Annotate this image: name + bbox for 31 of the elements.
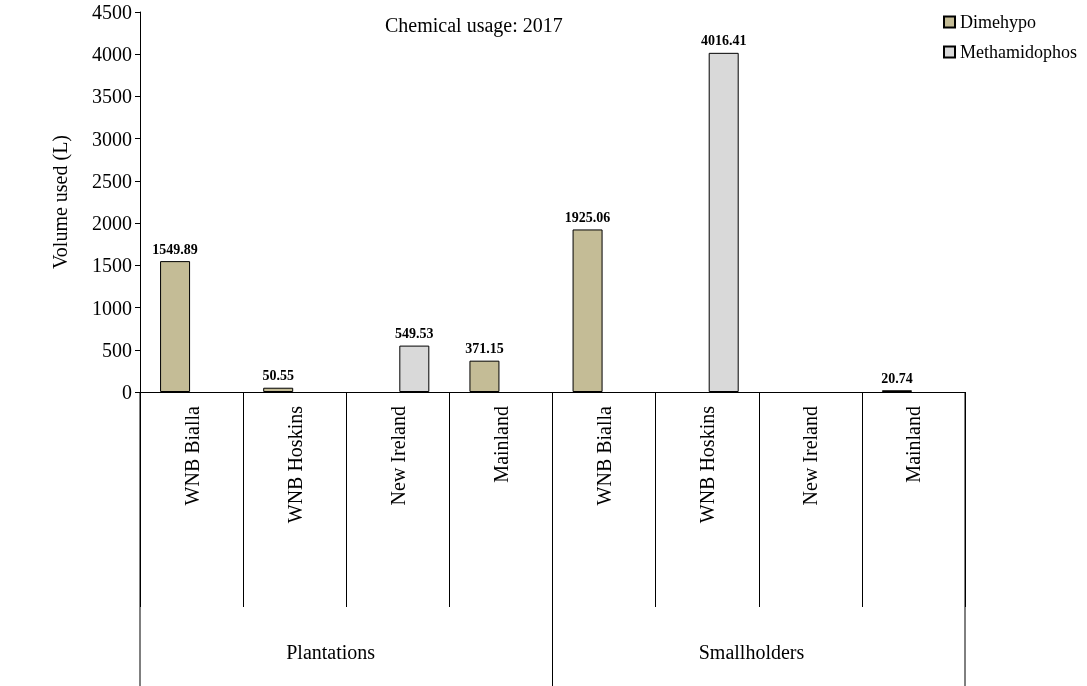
y-tick-label: 2500 (92, 169, 132, 192)
x-tick-label: WNB Hoskins (696, 405, 719, 524)
x-tick-label: New Ireland (386, 406, 409, 506)
x-tick-label: Mainland (902, 406, 925, 483)
data-label: 371.15 (465, 341, 504, 357)
x-tick-label: WNB Hoskins (283, 405, 306, 524)
y-tick-label: 500 (102, 338, 132, 361)
x-tick-label: New Ireland (799, 406, 822, 506)
legend-label: Methamidophos (960, 42, 1078, 62)
data-label: 4016.41 (700, 33, 747, 49)
y-axis-title: Volume used (L) (49, 134, 72, 270)
text: Smallholders (698, 641, 805, 663)
data-label: 1549.89 (152, 241, 198, 257)
y-tick-label: 3500 (92, 85, 132, 108)
data-label: 20.74 (881, 370, 913, 386)
data-label: 50.55 (262, 368, 294, 384)
data-label: 1925.06 (564, 209, 611, 225)
chart-title: Chemical usage: 2017 (385, 14, 563, 37)
data-label: 549.53 (395, 326, 434, 342)
y-tick-label: 2000 (92, 212, 132, 235)
y-tick-label: 4000 (92, 43, 132, 66)
y-tick-label: 3000 (92, 127, 132, 150)
y-tick-label: 1500 (92, 254, 132, 277)
y-tick-label: 1000 (92, 296, 132, 319)
x-tick-label: WNB Bialla (593, 405, 616, 506)
legend-label: Dimehypo (960, 12, 1037, 32)
y-tick-label: 0 (122, 381, 132, 403)
y-tick-label: 4500 (92, 1, 132, 23)
x-tick-label: Mainland (489, 406, 512, 483)
text: Plantations (286, 641, 376, 663)
x-tick-label: WNB Bialla (180, 405, 203, 506)
